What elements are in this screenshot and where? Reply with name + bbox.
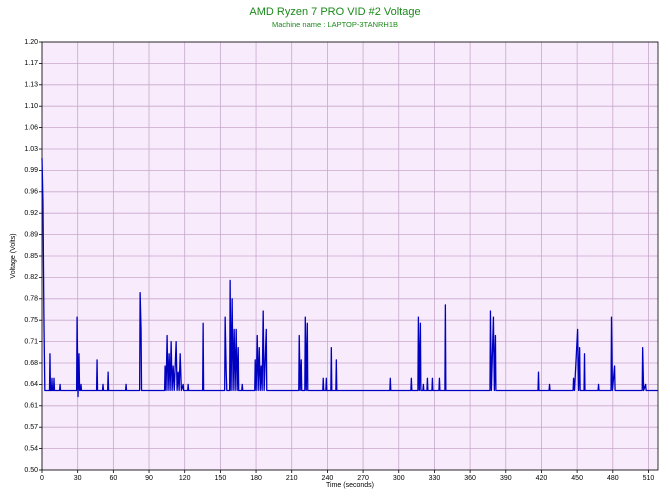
y-tick-label: 0.85 — [24, 253, 38, 260]
plot-border — [41, 41, 659, 471]
x-tick-label: 150 — [215, 475, 227, 482]
y-tick-label: 0.57 — [24, 424, 38, 431]
y-tick-label: 0.92 — [24, 210, 38, 217]
y-tick-label: 0.75 — [24, 317, 38, 324]
y-tick-label: 0.50 — [24, 467, 38, 474]
y-tick-label: 0.99 — [24, 167, 38, 174]
x-tick-label: 120 — [179, 475, 191, 482]
y-tick-label: 0.82 — [24, 274, 38, 281]
y-tick-label: 1.03 — [24, 146, 38, 153]
x-tick-label: 300 — [393, 475, 405, 482]
x-tick-label: 360 — [464, 475, 476, 482]
y-tick-label: 1.10 — [24, 103, 38, 110]
y-tick-label: 1.13 — [24, 82, 38, 89]
x-tick-label: 390 — [500, 475, 512, 482]
x-tick-label: 90 — [145, 475, 153, 482]
chart-subtitle: Machine name : LAPTOP-3TANRH1B — [272, 20, 398, 29]
y-tick-label: 1.17 — [24, 60, 38, 67]
x-tick-label: 0 — [40, 475, 44, 482]
y-tick-label: 1.20 — [24, 39, 38, 46]
data-line — [41, 158, 658, 398]
x-tick-label: 180 — [250, 475, 262, 482]
x-tick-label: 210 — [286, 475, 298, 482]
x-axis-label: Time (seconds) — [326, 482, 374, 489]
x-tick-label: 420 — [536, 475, 548, 482]
y-tick-label: 0.64 — [24, 381, 38, 388]
y-tick-label: 0.54 — [24, 445, 38, 452]
y-tick-label: 0.89 — [24, 231, 38, 238]
x-tick-label: 240 — [322, 475, 334, 482]
x-tick-label: 480 — [607, 475, 619, 482]
y-tick-label: 1.06 — [24, 124, 38, 131]
y-tick-label: 0.68 — [24, 360, 38, 367]
x-tick-label: 270 — [357, 475, 369, 482]
x-tick-label: 450 — [571, 475, 583, 482]
y-axis-label: Voltage (Volts) — [10, 233, 17, 278]
x-tick-label: 510 — [643, 475, 655, 482]
chart-title: AMD Ryzen 7 PRO VID #2 Voltage — [249, 6, 420, 18]
y-tick-label: 0.71 — [24, 338, 38, 345]
x-tick-label: 330 — [429, 475, 441, 482]
x-tick-label: 60 — [109, 475, 117, 482]
y-tick-label: 0.96 — [24, 189, 38, 196]
x-tick-label: 30 — [74, 475, 82, 482]
y-tick-label: 0.61 — [24, 403, 38, 410]
y-tick-label: 0.78 — [24, 296, 38, 303]
